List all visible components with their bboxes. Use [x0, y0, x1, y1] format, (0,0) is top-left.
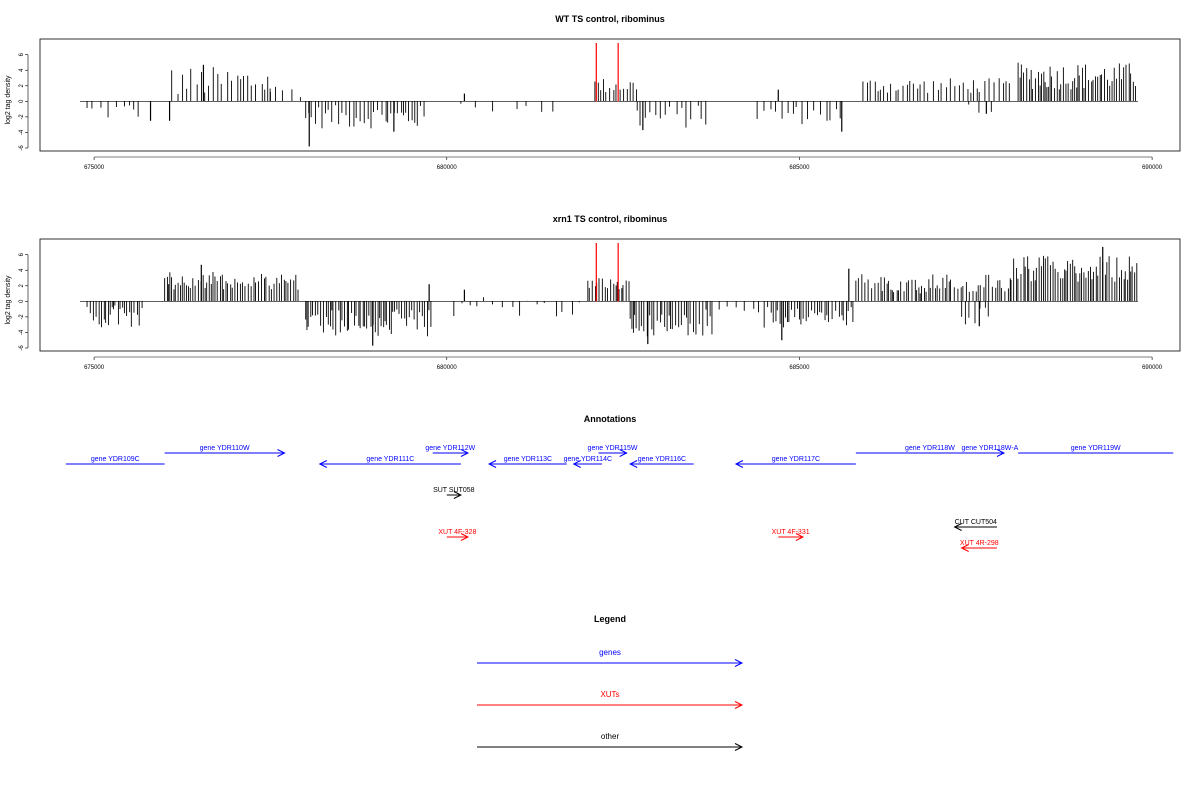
x-tick-label: 680000	[437, 365, 458, 371]
feature-gene: gene YDR119W	[1018, 445, 1174, 454]
legend: Legend genes XUTs other	[477, 614, 744, 751]
feature-gene: gene YDR111C	[318, 456, 461, 468]
x-tick-label: 685000	[789, 365, 810, 371]
y-tick-label: 6	[19, 52, 25, 56]
feature-arrowhead	[460, 533, 470, 541]
feature-label: XUT 4F-328	[438, 529, 476, 536]
y-tick-label: 4	[19, 268, 25, 272]
y-tick-label: -4	[19, 129, 25, 135]
x-tick-label: 690000	[1142, 165, 1163, 171]
axes: -6 -4 -2 0 2 4 6 675000 680000 685000 690000	[19, 52, 1163, 171]
y-tick-label: -6	[19, 345, 25, 351]
legend-item-xut: XUTs	[477, 690, 744, 709]
feature-label: gene YDR111C	[366, 456, 414, 463]
feature-gene: gene YDR115W	[588, 445, 638, 457]
feature-gene: gene YDR117C	[734, 456, 856, 468]
legend-arrowhead	[734, 701, 744, 709]
feature-arrowhead	[572, 460, 581, 468]
feature-list: gene YDR109C gene YDR110W gene YDR111C gene…	[65, 445, 1174, 552]
feature-label: XUT 4F-331	[772, 529, 810, 536]
feature-label: gene YDR112W	[425, 445, 475, 452]
x-tick-label: 690000	[1142, 365, 1163, 371]
feature-arrowhead	[795, 533, 805, 541]
plot-frame	[39, 238, 1181, 352]
y-tick-label: 2	[19, 83, 25, 87]
x-tick-label: 675000	[84, 365, 105, 371]
feature-xut: XUT 4F-331	[772, 529, 810, 541]
y-tick-label: 0	[19, 299, 25, 303]
y-axis-label: log2 tag density	[5, 75, 12, 125]
legend-arrowhead	[734, 743, 744, 751]
y-tick-label: 4	[19, 68, 25, 72]
legend-label: genes	[599, 648, 621, 657]
feature-arrowhead	[953, 523, 962, 531]
y-tick-label: 0	[19, 99, 25, 103]
feature-arrowhead	[996, 449, 1006, 457]
feature-label: gene YDR116C	[638, 456, 686, 463]
y-tick-label: -4	[19, 329, 25, 335]
legend-label: other	[601, 732, 620, 741]
feature-label: SUT SUT058	[433, 487, 475, 494]
xrn1-density-panel: xrn1 TS control, ribominus log2 tag dens…	[5, 214, 1181, 371]
feature-label: gene YDR109C	[91, 456, 140, 463]
density-bars	[80, 43, 1138, 147]
feature-label: gene YDR117C	[772, 456, 820, 463]
y-tick-label: -2	[19, 114, 25, 120]
annotations-title: Annotations	[584, 414, 637, 424]
feature-other: SUT SUT058	[433, 487, 475, 499]
feature-arrowhead	[960, 544, 969, 552]
panel-title: xrn1 TS control, ribominus	[553, 214, 668, 224]
feature-other: CUT CUT504	[953, 519, 997, 531]
legend-arrowhead	[734, 659, 744, 667]
panel-title: WT TS control, ribominus	[555, 14, 665, 24]
feature-arrowhead	[487, 460, 497, 468]
feature-gene: gene YDR118W-A	[961, 445, 1019, 457]
legend-item-gene: genes	[477, 648, 744, 667]
feature-label: gene YDR115W	[588, 445, 638, 452]
y-tick-label: 6	[19, 252, 25, 256]
feature-label: gene YDR119W	[1071, 445, 1121, 452]
x-tick-label: 685000	[789, 165, 810, 171]
feature-arrowhead	[619, 449, 628, 457]
feature-gene: gene YDR114C	[564, 456, 612, 468]
feature-arrowhead	[318, 460, 328, 468]
feature-xut: XUT 4R-298	[960, 540, 999, 552]
feature-label: gene YDR114C	[564, 456, 612, 463]
density-bars	[80, 243, 1138, 346]
feature-arrowhead	[629, 460, 638, 468]
feature-gene: gene YDR112W	[425, 445, 476, 457]
plot-frame	[39, 38, 1181, 152]
y-tick-label: -2	[19, 314, 25, 320]
feature-label: gene YDR113C	[504, 456, 552, 463]
feature-arrowhead	[277, 449, 286, 457]
y-tick-label: -6	[19, 145, 25, 151]
y-axis-label: log2 tag density	[5, 275, 12, 325]
x-tick-label: 680000	[437, 165, 458, 171]
feature-xut: XUT 4F-328	[438, 529, 476, 541]
feature-label: gene YDR110W	[200, 445, 250, 452]
feature-gene: gene YDR109C	[65, 456, 165, 465]
feature-arrowhead	[734, 460, 744, 468]
legend-label: XUTs	[600, 690, 619, 699]
feature-arrowhead	[453, 491, 462, 499]
wt-density-panel: WT TS control, ribominus log2 tag densit…	[5, 14, 1181, 171]
feature-label: gene YDR118W	[905, 445, 955, 452]
legend-items: genes XUTs other	[477, 648, 744, 751]
feature-arrowhead	[460, 449, 470, 457]
x-tick-label: 675000	[84, 165, 105, 171]
legend-title: Legend	[594, 614, 626, 624]
feature-label: gene YDR118W-A	[961, 445, 1018, 452]
feature-label: XUT 4R-298	[960, 540, 999, 547]
feature-gene: gene YDR110W	[164, 445, 286, 457]
feature-gene: gene YDR116C	[629, 456, 694, 468]
y-tick-label: 2	[19, 283, 25, 287]
feature-gene: gene YDR113C	[487, 456, 567, 468]
legend-item-other: other	[477, 732, 744, 751]
axes: -6 -4 -2 0 2 4 6 675000 680000 685000 690000	[19, 252, 1163, 371]
feature-label: CUT CUT504	[955, 519, 997, 526]
